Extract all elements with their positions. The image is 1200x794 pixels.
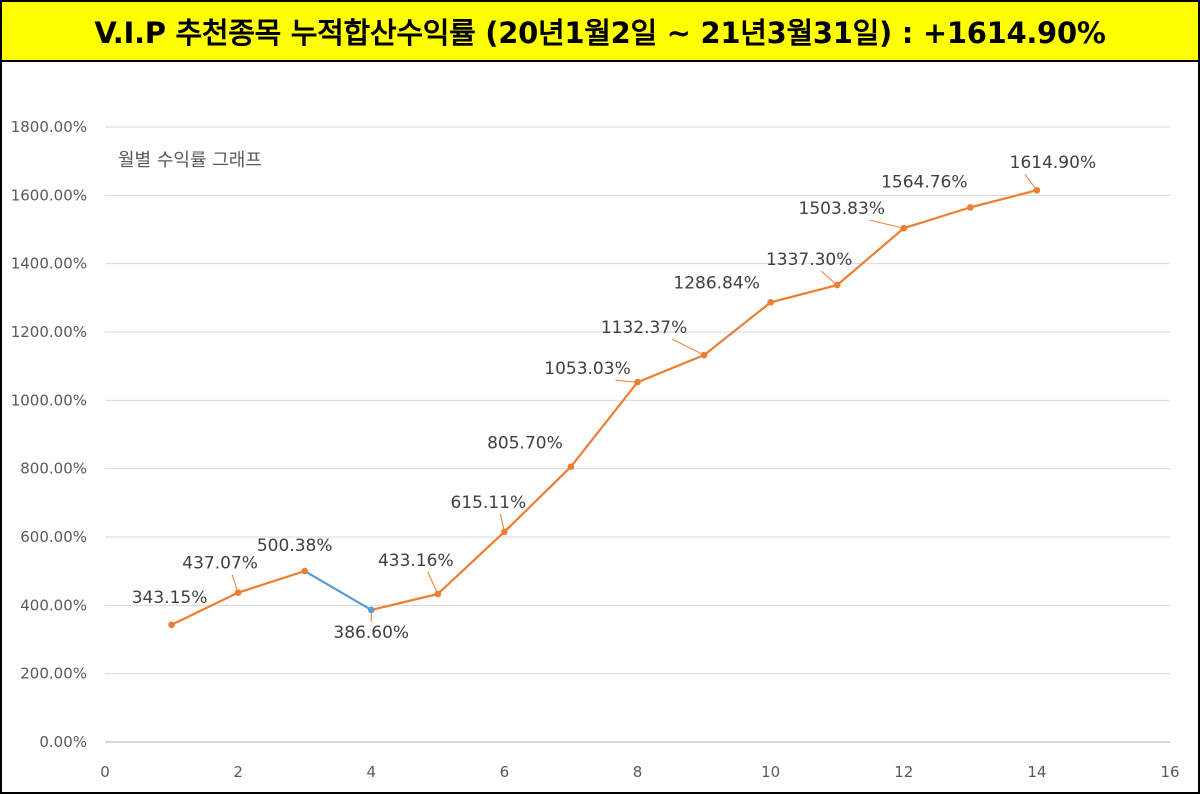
data-label: 1286.84% — [673, 273, 759, 293]
data-point — [367, 606, 375, 614]
y-tick-label: 1400.00% — [11, 255, 87, 273]
data-point — [900, 224, 908, 232]
y-tick-label: 600.00% — [20, 528, 87, 546]
data-label: 500.38% — [257, 536, 333, 556]
data-point — [833, 281, 841, 289]
data-label: 1503.83% — [799, 199, 885, 219]
series-segment — [569, 381, 639, 468]
data-label: 615.11% — [451, 493, 527, 513]
data-label: 1053.03% — [544, 359, 630, 379]
y-tick-label: 1200.00% — [11, 323, 87, 341]
data-labels: 343.15% 437.07%500.38% 386.60% 433.16% 615.1… — [132, 153, 1096, 643]
banner-title: V.I.P 추천종목 누적합산수익률 (20년1월2일 ~ 21년3월31일) … — [94, 16, 1106, 50]
y-tick-label: 400.00% — [20, 596, 87, 614]
data-point — [234, 589, 242, 596]
data-label: 805.70% — [487, 434, 563, 454]
series-segment — [237, 569, 306, 594]
y-tick-label: 200.00% — [20, 665, 87, 683]
data-point — [700, 351, 708, 359]
data-point — [1033, 186, 1041, 194]
label-leader — [820, 270, 838, 286]
y-tick-label: 1800.00% — [11, 118, 87, 136]
series-segment — [969, 189, 1038, 209]
series-segment — [902, 206, 972, 230]
data-point — [567, 463, 575, 471]
x-axis: 0 2 4 6 8 10 12 14 16 — [100, 763, 1179, 781]
y-tick-label: 1600.00% — [11, 186, 87, 204]
series-segment — [836, 227, 905, 287]
data-point — [501, 528, 508, 536]
y-tick-label: 1000.00% — [11, 391, 87, 409]
data-label: 433.16% — [378, 551, 454, 571]
series-segment — [503, 465, 573, 533]
series-segment — [370, 592, 439, 612]
series-segment — [436, 530, 506, 596]
data-point — [301, 567, 308, 575]
y-axis: 0.00% 200.00% 400.00% 600.00% 800.00% 1000.00… — [11, 118, 87, 751]
y-tick-label: 800.00% — [20, 460, 87, 478]
series-segment-highlight — [303, 569, 373, 612]
series-segment — [636, 354, 706, 384]
data-label: 386.60% — [333, 623, 409, 643]
data-points — [168, 186, 1041, 629]
series-segment — [769, 283, 839, 304]
data-label: 437.07% — [182, 554, 258, 574]
data-point — [767, 299, 774, 306]
chart-title: 월별 수익률 그래프 — [118, 150, 262, 171]
x-tick-label: 6 — [500, 763, 510, 781]
data-label: 343.15% — [132, 588, 208, 608]
x-tick-label: 14 — [1027, 763, 1046, 781]
label-leader — [671, 338, 705, 356]
label-leader — [427, 571, 439, 595]
data-point — [967, 204, 974, 211]
x-tick-label: 16 — [1160, 763, 1179, 781]
label-leader — [869, 219, 904, 229]
x-tick-label: 2 — [233, 763, 243, 781]
data-point — [634, 378, 641, 386]
series-line — [170, 189, 1038, 626]
data-label: 1564.76% — [881, 172, 967, 192]
data-point — [168, 621, 175, 629]
data-label: 1337.30% — [766, 250, 852, 270]
data-label: 1132.37% — [601, 318, 687, 338]
label-leader-lines — [231, 173, 1038, 622]
title-banner: V.I.P 추천종목 누적합산수익률 (20년1월2일 ~ 21년3월31일) … — [0, 0, 1200, 62]
data-label: 1614.90% — [1010, 153, 1096, 173]
grid-lines — [105, 126, 1170, 743]
series-segment — [170, 591, 240, 626]
label-leader — [1024, 173, 1038, 191]
y-tick-label: 0.00% — [39, 733, 87, 751]
x-tick-label: 4 — [366, 763, 376, 781]
label-leader — [615, 379, 638, 383]
data-point — [434, 590, 442, 598]
x-tick-label: 12 — [894, 763, 913, 781]
x-tick-label: 8 — [633, 763, 643, 781]
series-segment — [702, 301, 772, 357]
x-tick-label: 0 — [100, 763, 110, 781]
x-tick-label: 10 — [761, 763, 780, 781]
